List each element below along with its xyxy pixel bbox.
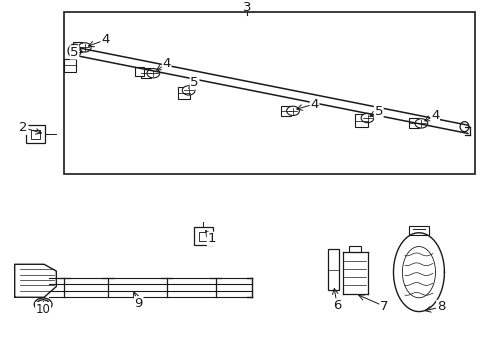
Bar [349, 246, 361, 252]
Bar [328, 249, 339, 290]
Bar [26, 125, 45, 143]
Bar [356, 114, 368, 127]
Bar [177, 87, 190, 99]
Text: 5: 5 [70, 46, 79, 59]
Circle shape [415, 119, 428, 128]
Text: 8: 8 [437, 301, 445, 314]
Text: 10: 10 [36, 303, 50, 316]
Bar [64, 12, 475, 174]
Bar [281, 106, 291, 116]
Text: 5: 5 [374, 105, 383, 118]
Bar [409, 118, 419, 129]
Circle shape [78, 43, 91, 52]
Text: 9: 9 [134, 297, 143, 310]
Text: 5: 5 [190, 76, 199, 89]
Polygon shape [15, 264, 56, 297]
Text: 3: 3 [243, 1, 252, 14]
Circle shape [287, 106, 299, 116]
Circle shape [182, 86, 195, 95]
Text: 4: 4 [310, 98, 319, 111]
Bar [194, 228, 213, 245]
Polygon shape [393, 233, 444, 312]
Bar [31, 130, 41, 139]
Bar [141, 68, 151, 78]
Circle shape [361, 113, 374, 123]
Bar [199, 232, 208, 241]
Bar [73, 42, 82, 53]
Text: 4: 4 [431, 109, 440, 122]
Text: 1: 1 [207, 232, 216, 245]
Text: 2: 2 [19, 121, 28, 134]
Text: 7: 7 [380, 300, 389, 313]
Bar [135, 67, 144, 76]
Text: 4: 4 [162, 57, 171, 71]
Bar [64, 59, 76, 72]
Text: 4: 4 [101, 33, 110, 46]
Bar [409, 226, 429, 234]
Circle shape [37, 300, 49, 309]
Text: 6: 6 [333, 299, 342, 312]
Circle shape [147, 68, 160, 78]
